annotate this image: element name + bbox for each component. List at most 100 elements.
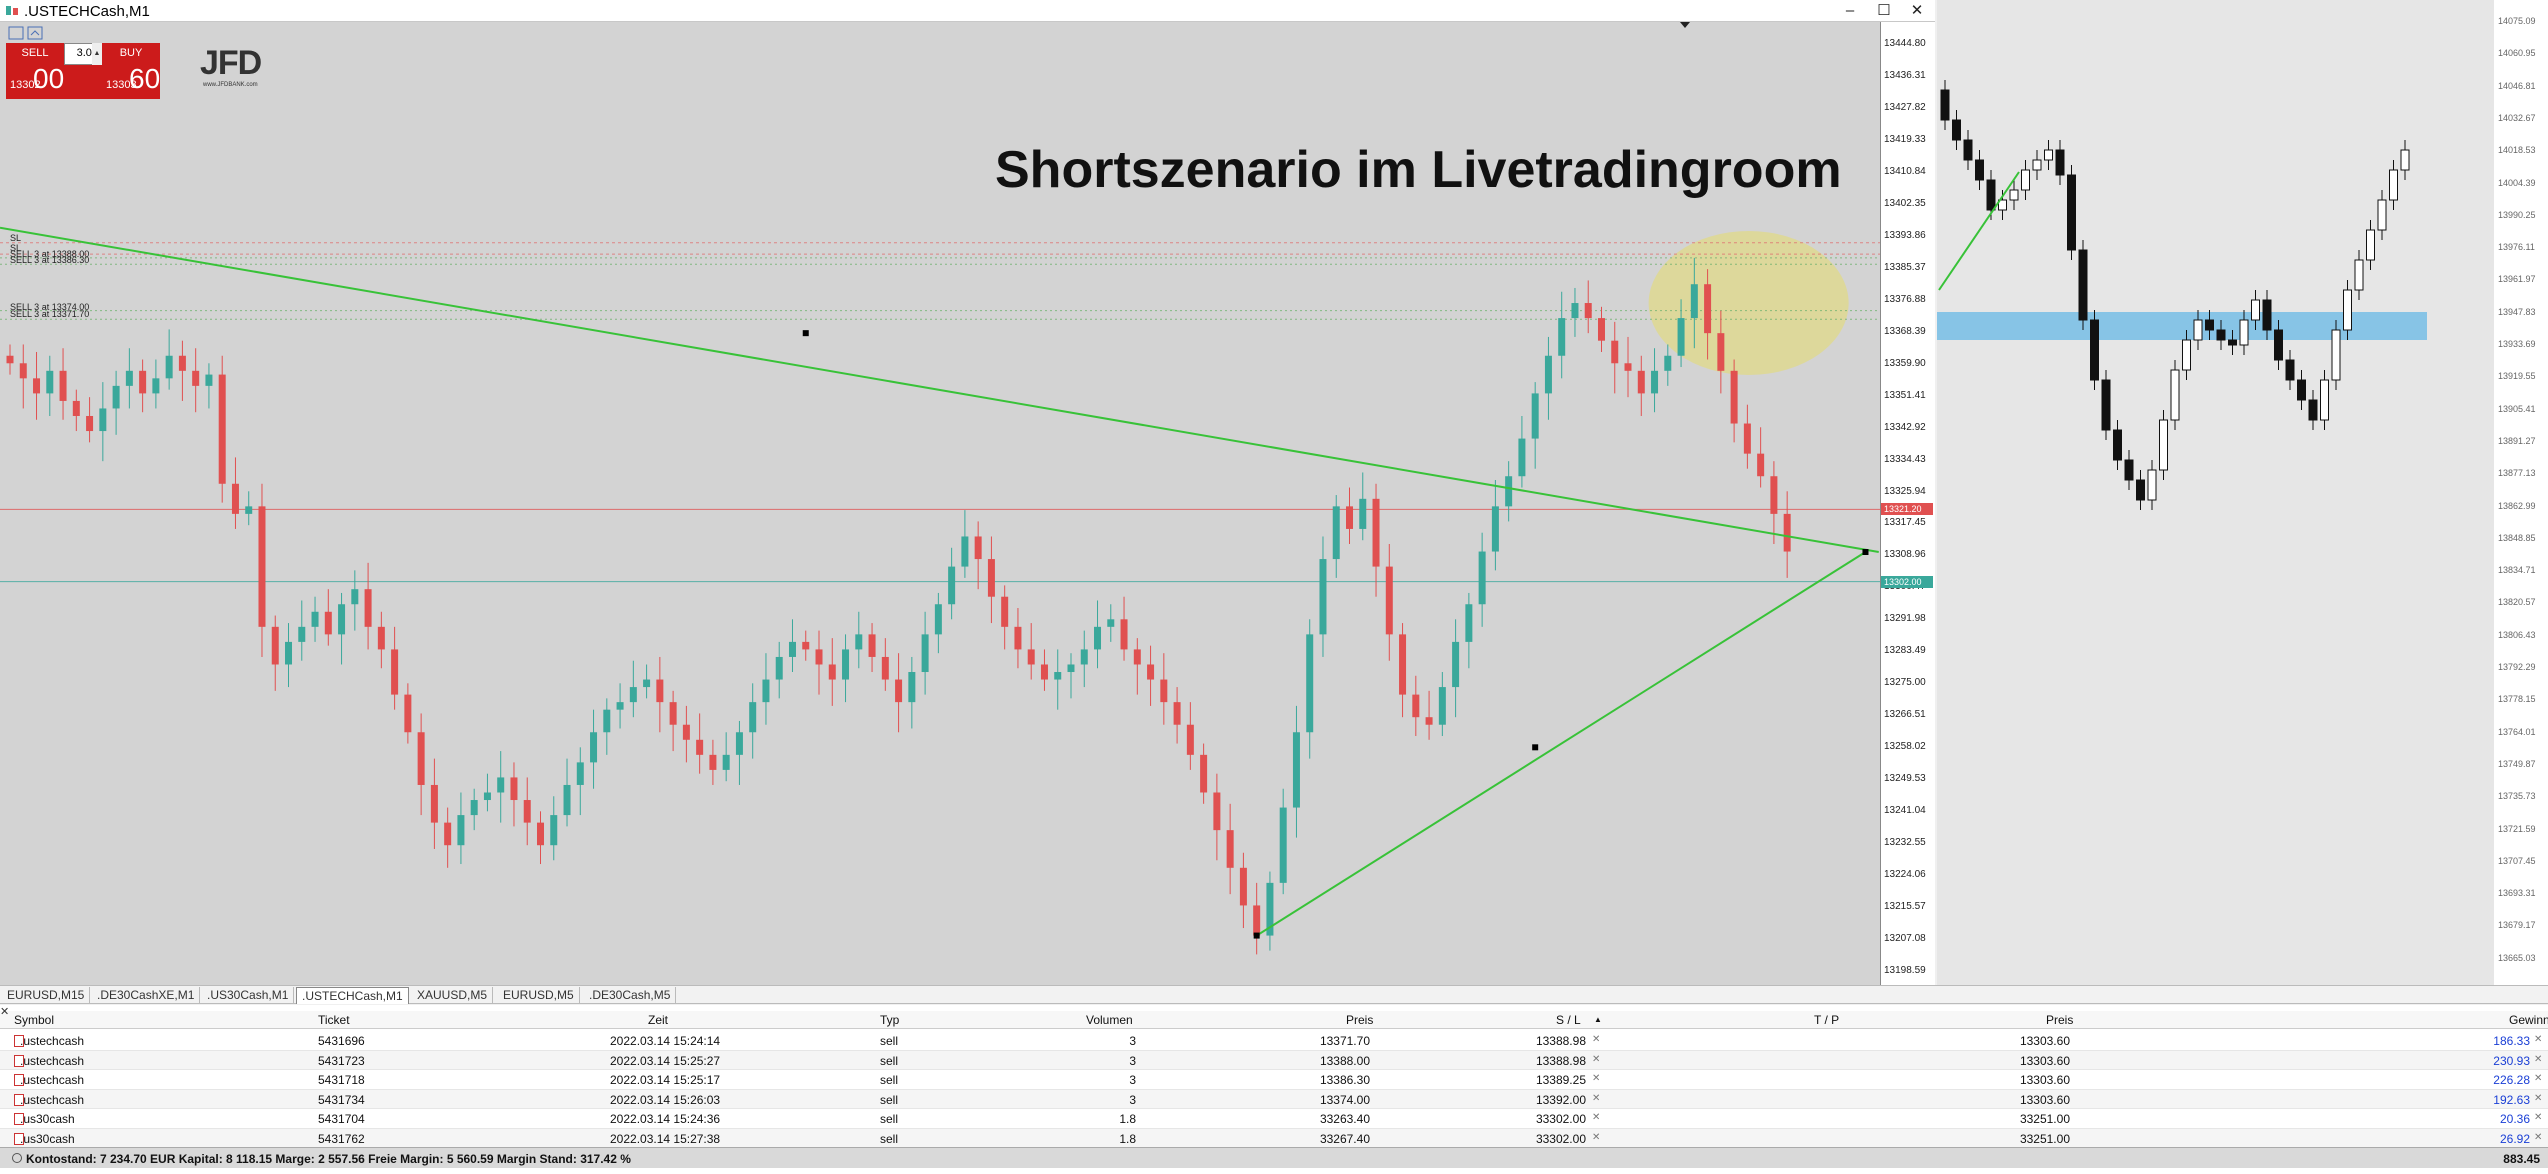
col-tp[interactable]: T / P xyxy=(1814,1013,1840,1027)
bull-candle xyxy=(563,784,571,816)
cell-ticket: 5431734 xyxy=(318,1092,365,1107)
tab-xauusd-m5[interactable]: XAUUSD,M5 xyxy=(412,987,494,1004)
close-position-icon[interactable]: ✕ xyxy=(2534,1034,2543,1045)
demand-zone xyxy=(1937,312,2427,340)
tab-eurusd-m15[interactable]: EURUSD,M15 xyxy=(2,987,91,1004)
col-typ[interactable]: Typ xyxy=(880,1013,900,1027)
bull-candle xyxy=(457,815,465,846)
price-tick-label: 13275.00 xyxy=(1884,677,1926,689)
maximize-button[interactable]: ☐ xyxy=(1877,2,1891,19)
chart-app-icon xyxy=(6,6,18,15)
tab-de30cash-m5[interactable]: .DE30Cash,M5 xyxy=(584,987,677,1004)
bear-candle xyxy=(1027,649,1035,665)
secondary-bear-candle xyxy=(2113,429,2122,461)
remove-sl-icon[interactable]: ✕ xyxy=(1592,1112,1601,1123)
secondary-bull-candle xyxy=(2251,299,2260,321)
minimize-button[interactable]: – xyxy=(1845,2,1855,19)
trendline-anchor xyxy=(1253,932,1260,939)
tab-de30cashxe-m1[interactable]: .DE30CashXE,M1 xyxy=(92,987,201,1004)
table-row[interactable]: .ustechcash 5431718 2022.03.14 15:25:17 sel… xyxy=(0,1070,2548,1090)
account-icon xyxy=(12,1153,22,1163)
table-row[interactable]: .us30cash 5431762 2022.03.14 15:27:38 sell 1… xyxy=(0,1128,2548,1148)
col-sl[interactable]: S / L xyxy=(1556,1013,1581,1027)
remove-sl-icon[interactable]: ✕ xyxy=(1592,1092,1601,1104)
chart-canvas[interactable] xyxy=(0,22,1880,985)
remove-sl-icon[interactable]: ✕ xyxy=(1592,1131,1601,1143)
table-row[interactable]: .ustechcash 5431734 2022.03.14 15:26:03 sel… xyxy=(0,1089,2548,1109)
close-position-icon[interactable]: ✕ xyxy=(2534,1092,2543,1104)
order-label-entry: SELL 3 at 13371.70 xyxy=(10,309,90,319)
bull-candle xyxy=(775,656,783,680)
secondary-bear-candle xyxy=(2285,359,2295,381)
close-position-icon[interactable]: ✕ xyxy=(2534,1131,2543,1143)
cell-preis: 13374.00 xyxy=(1319,1092,1370,1107)
tab-eurusd-m5[interactable]: EURUSD,M5 xyxy=(498,987,580,1004)
table-row[interactable]: .us30cash 5431704 2022.03.14 15:24:36 sell 1… xyxy=(0,1109,2548,1129)
secondary-chart[interactable] xyxy=(1937,0,2494,985)
table-row[interactable]: .ustechcash 5431696 2022.03.14 15:24:14 sel… xyxy=(0,1031,2548,1051)
bear-candle xyxy=(404,694,412,733)
secondary-tick-label: 13990.25 xyxy=(2498,209,2536,220)
col-preis[interactable]: Preis xyxy=(1346,1013,1374,1027)
secondary-bull-candle xyxy=(2354,259,2364,291)
secondary-tick-label: 13679.17 xyxy=(2498,920,2536,931)
secondary-price-scale[interactable] xyxy=(2494,0,2548,985)
secondary-candlestick-chart[interactable] xyxy=(1937,0,2494,985)
buy-button[interactable]: BUY 13303 60 xyxy=(102,43,160,99)
secondary-tick-label: 13792.29 xyxy=(2498,662,2536,672)
buy-price-big: 60 xyxy=(129,63,161,94)
cell-zeit: 2022.03.14 15:25:27 xyxy=(610,1053,721,1068)
col-gewinn[interactable]: Gewinn xyxy=(2509,1013,2548,1027)
price-tick-label: 13402.35 xyxy=(1884,197,1926,209)
close-button[interactable]: ✕ xyxy=(1910,2,1924,19)
remove-sl-icon[interactable]: ✕ xyxy=(1592,1053,1601,1065)
bull-candle xyxy=(1319,559,1327,635)
col-volumen[interactable]: Volumen xyxy=(1086,1013,1133,1027)
close-position-icon[interactable]: ✕ xyxy=(2534,1073,2543,1084)
cell-typ: sell xyxy=(880,1112,899,1126)
secondary-tick-label: 14032.67 xyxy=(2498,112,2536,123)
bull-candle xyxy=(470,800,478,816)
cell-volumen: 1.8 xyxy=(1119,1131,1136,1146)
remove-sl-icon[interactable]: ✕ xyxy=(1592,1034,1601,1045)
bear-candle xyxy=(139,370,147,394)
candlestick-chart[interactable] xyxy=(0,22,1880,985)
bull-candle xyxy=(1478,551,1486,605)
bear-candle xyxy=(1147,664,1155,680)
secondary-bear-candle xyxy=(2124,459,2134,481)
bull-candle xyxy=(921,634,929,673)
bear-candle xyxy=(881,656,889,680)
tab-us30cash-m1[interactable]: .US30Cash,M1 xyxy=(202,987,295,1004)
tab-ustechcash-m1[interactable]: .USTECHCash,M1 xyxy=(296,987,409,1004)
secondary-tick-label: 13862.99 xyxy=(2498,500,2536,511)
secondary-bear-candle xyxy=(2262,299,2272,331)
terminal-close-icon[interactable]: ✕ xyxy=(0,1006,10,1018)
col-zeit[interactable]: Zeit xyxy=(648,1013,669,1027)
col-ticket[interactable]: Ticket xyxy=(318,1013,350,1027)
cell-ticket: 5431723 xyxy=(318,1053,365,1068)
cell-volumen: 3 xyxy=(1129,1073,1136,1087)
close-position-icon[interactable]: ✕ xyxy=(2534,1053,2543,1065)
col-symbol[interactable]: Symbol xyxy=(14,1013,55,1027)
secondary-bear-candle xyxy=(1963,139,1973,161)
position-icon xyxy=(14,1074,24,1086)
volume-up-icon[interactable]: ▲ xyxy=(92,43,102,65)
bull-candle xyxy=(125,370,133,386)
table-row[interactable]: .ustechcash 5431723 2022.03.14 15:25:27 sel… xyxy=(0,1050,2548,1070)
bull-candle xyxy=(1465,604,1473,642)
remove-sl-icon[interactable]: ✕ xyxy=(1592,1073,1601,1084)
bull-candle xyxy=(1531,393,1539,439)
secondary-bull-candle xyxy=(2193,319,2203,341)
secondary-bull-candle xyxy=(2021,169,2030,191)
price-tick-label: 13351.41 xyxy=(1884,389,1926,401)
chart-toolbar-icons[interactable] xyxy=(8,26,44,40)
close-position-icon[interactable]: ✕ xyxy=(2534,1112,2543,1123)
cell-symbol: .ustechcash xyxy=(20,1073,85,1087)
bid-price-marker: 13321.20 xyxy=(1881,503,1933,516)
bull-candle xyxy=(497,777,505,793)
chart-overlay-title: Shortszenario im Livetradingroom xyxy=(995,141,1842,199)
col-preis-current[interactable]: Preis xyxy=(2046,1013,2074,1027)
sell-button[interactable]: SELL 13302 00 xyxy=(6,43,64,99)
bear-candle xyxy=(656,679,664,703)
secondary-tick-label: 13778.15 xyxy=(2498,694,2536,705)
